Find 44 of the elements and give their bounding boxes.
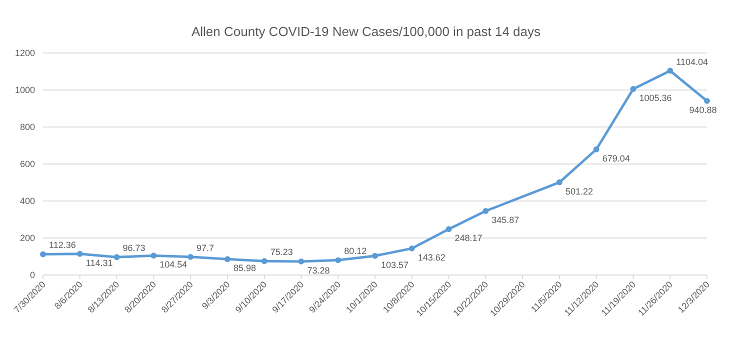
data-label: 80.12 bbox=[344, 246, 367, 256]
point bbox=[593, 146, 600, 152]
chart-title: Allen County COVID-19 New Cases/100,000 in past 14 days bbox=[191, 24, 542, 39]
point bbox=[408, 245, 415, 252]
data-label: 103.57 bbox=[381, 260, 409, 270]
point bbox=[704, 98, 710, 104]
point bbox=[224, 256, 230, 262]
point bbox=[188, 254, 194, 260]
point bbox=[261, 258, 268, 264]
point bbox=[482, 208, 489, 214]
data-label: 85.98 bbox=[233, 263, 256, 274]
point bbox=[667, 68, 674, 74]
point bbox=[40, 251, 46, 258]
y-tick-label: 1200 bbox=[14, 48, 35, 58]
data-label: 96.73 bbox=[122, 243, 146, 254]
point bbox=[150, 252, 157, 259]
data-label: 940.88 bbox=[689, 104, 717, 115]
data-label: 112.36 bbox=[49, 240, 76, 250]
point bbox=[335, 257, 342, 264]
y-tick-label: 1000 bbox=[14, 85, 35, 95]
data-label: 248.17 bbox=[454, 233, 482, 244]
y-tick-label: 600 bbox=[20, 159, 35, 169]
data-label: 143.62 bbox=[418, 252, 446, 262]
point bbox=[630, 86, 636, 92]
point bbox=[372, 252, 378, 259]
data-label: 104.54 bbox=[160, 260, 188, 270]
y-tick-label: 200 bbox=[20, 233, 35, 243]
data-label: 75.23 bbox=[270, 247, 293, 258]
point bbox=[298, 258, 304, 264]
data-label: 73.28 bbox=[307, 265, 330, 276]
point bbox=[76, 250, 83, 257]
data-label: 501.22 bbox=[565, 186, 593, 196]
data-label: 114.31 bbox=[86, 258, 113, 268]
data-label: 97.7 bbox=[196, 242, 214, 253]
data-label: 345.87 bbox=[492, 215, 520, 226]
data-label: 1104.04 bbox=[676, 56, 708, 67]
point bbox=[446, 226, 452, 232]
data-label: 679.04 bbox=[602, 153, 630, 164]
y-tick-label: 400 bbox=[20, 196, 35, 206]
y-tick-label: 800 bbox=[20, 122, 35, 132]
point bbox=[114, 254, 120, 260]
data-label: 1005.36 bbox=[639, 93, 672, 104]
point bbox=[556, 179, 562, 186]
y-tick-label: 0 bbox=[30, 270, 35, 280]
